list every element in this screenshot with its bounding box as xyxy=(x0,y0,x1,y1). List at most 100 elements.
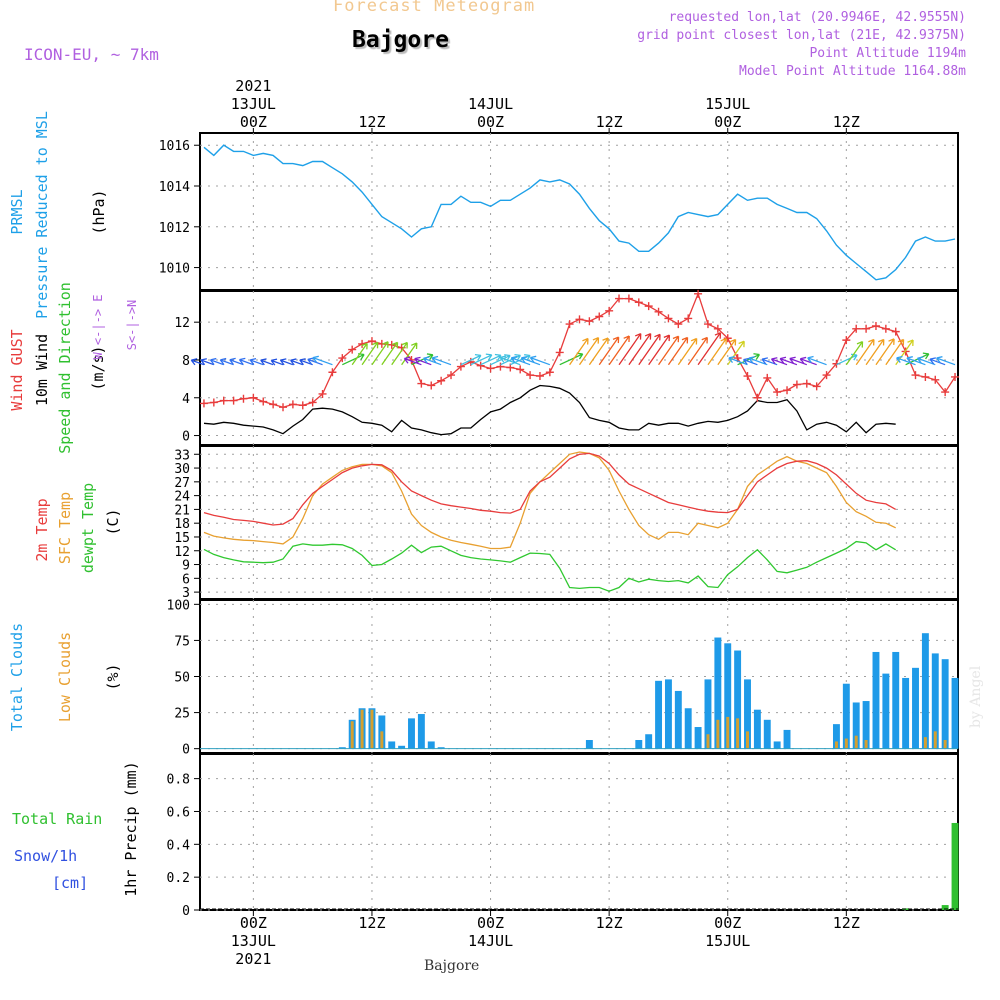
wind-arrow xyxy=(865,338,885,366)
gust-marker xyxy=(209,398,218,407)
y-tick-label: 4 xyxy=(182,392,190,407)
gust-marker xyxy=(802,379,811,388)
gust-marker xyxy=(535,372,544,381)
gust-marker xyxy=(447,371,456,380)
total-cloud-bar xyxy=(417,714,425,749)
low-cloud-bar xyxy=(854,735,858,749)
y-tick-label: 50 xyxy=(174,671,190,686)
wind-arrow xyxy=(312,355,333,366)
wind-arrow xyxy=(770,357,788,366)
gust-marker xyxy=(249,393,258,402)
wind-arrow xyxy=(578,337,600,366)
y-tick-label: 30 xyxy=(174,462,190,477)
low-cloud-bar xyxy=(943,740,947,749)
gust-marker xyxy=(852,324,861,333)
panel-frame xyxy=(199,445,959,600)
gust-marker xyxy=(921,372,930,381)
total-cloud-bar xyxy=(941,659,949,749)
product-title: Forecast Meteogram xyxy=(333,0,536,16)
gust-marker xyxy=(318,389,327,398)
time-label-bottom: 14JUL xyxy=(468,932,513,950)
y-tick-label: 21 xyxy=(174,503,190,518)
dewpt-temp-line xyxy=(203,540,897,592)
time-label-top: 00Z xyxy=(240,113,267,131)
compass-we: W <-|-> E xyxy=(91,294,105,359)
gust-marker xyxy=(199,399,208,408)
gust-marker xyxy=(516,365,525,374)
wind-arrow xyxy=(845,340,864,366)
total-cloud-bar xyxy=(753,709,761,749)
wind-arrow xyxy=(299,358,313,366)
wind-arrow xyxy=(896,355,916,366)
total-cloud-bar xyxy=(585,740,593,749)
panel-frame xyxy=(199,132,959,291)
time-label-bottom: 12Z xyxy=(833,914,860,932)
total-cloud-bar xyxy=(872,651,880,749)
gust-marker xyxy=(387,340,396,349)
wind-arrow xyxy=(209,357,224,366)
wind-arrow xyxy=(789,356,808,366)
wind10-label: 10m Wind xyxy=(33,334,51,406)
gust-marker xyxy=(348,345,357,354)
gust-marker xyxy=(763,373,772,382)
gust-marker xyxy=(565,320,574,329)
time-label-bottom: 12Z xyxy=(596,914,623,932)
precip-unit: 1hr Precip (mm) xyxy=(122,761,140,896)
gust-marker xyxy=(279,403,288,412)
wind-arrow xyxy=(520,355,541,366)
compass-sn: S<-|->N xyxy=(125,300,139,351)
gust-marker xyxy=(941,388,950,397)
gust-marker xyxy=(298,401,307,410)
gust-marker xyxy=(773,388,782,397)
gust-marker xyxy=(575,315,584,324)
low-cloud-bar xyxy=(350,721,354,749)
wind-arrow xyxy=(460,353,482,366)
gust-marker xyxy=(753,393,762,402)
wind-arrow xyxy=(401,342,418,366)
time-label-top: 12Z xyxy=(833,113,860,131)
total-cloud-bar xyxy=(921,633,929,749)
gust-marker xyxy=(595,312,604,321)
wind-arrow xyxy=(391,341,408,366)
wind-arrow xyxy=(529,355,551,366)
panel-wind: 0 4 8 12 xyxy=(174,290,959,446)
gust-marker xyxy=(684,314,693,323)
wind-arrow xyxy=(229,357,244,366)
gust-marker xyxy=(417,379,426,388)
gust-marker xyxy=(555,348,564,357)
wind-arrow xyxy=(936,356,956,366)
snow-unit: [cm] xyxy=(52,874,88,892)
panel-prmsl: 1010 1012 1014 1016 xyxy=(159,132,959,291)
gust-marker xyxy=(703,320,712,329)
gust-marker xyxy=(615,294,624,303)
total-cloud-bar xyxy=(674,690,682,749)
wind-arrow xyxy=(249,358,264,366)
total-cloud-bar xyxy=(892,651,900,749)
time-label-top: 14JUL xyxy=(468,95,513,113)
y-tick-label: 1014 xyxy=(159,180,190,195)
pressure-line xyxy=(203,144,956,281)
footer-location: Bajgore xyxy=(424,958,480,974)
time-label-bottom: 12Z xyxy=(358,914,385,932)
y-tick-label: 18 xyxy=(174,517,190,532)
y-tick-label: 25 xyxy=(174,707,190,722)
gust-marker xyxy=(812,382,821,391)
total-cloud-bar xyxy=(744,679,751,749)
wind-arrow xyxy=(707,337,727,366)
total-cloud-bar xyxy=(763,719,771,749)
gust-marker xyxy=(308,398,317,407)
gust-marker xyxy=(911,371,920,380)
gust-marker xyxy=(338,354,347,363)
gust-marker xyxy=(427,381,436,390)
wind-arrow xyxy=(279,358,294,366)
y-tick-label: 15 xyxy=(174,531,190,546)
time-label-top: 12Z xyxy=(596,113,623,131)
wind-arrow xyxy=(906,356,926,366)
wind-arrow xyxy=(403,356,422,366)
gust-marker xyxy=(931,375,940,384)
total-cloud-bar xyxy=(635,740,643,749)
y-tick-label: 27 xyxy=(174,476,190,491)
wind-arrow xyxy=(499,355,521,366)
gust-marker xyxy=(269,400,278,409)
